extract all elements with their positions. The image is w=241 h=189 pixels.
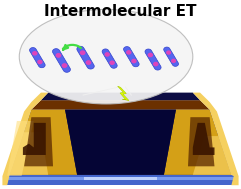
Polygon shape [188,117,214,166]
Polygon shape [124,47,139,67]
Circle shape [154,63,158,66]
Polygon shape [7,121,34,176]
Polygon shape [10,110,231,175]
Polygon shape [164,47,179,66]
Polygon shape [193,93,239,185]
Polygon shape [10,132,48,175]
Polygon shape [41,93,200,100]
Circle shape [86,61,91,64]
Circle shape [167,51,171,54]
Polygon shape [24,117,53,166]
Circle shape [132,60,136,63]
Circle shape [127,51,131,54]
Polygon shape [65,110,176,175]
Polygon shape [84,177,157,180]
Polygon shape [31,100,210,110]
Polygon shape [193,123,214,155]
Polygon shape [145,49,161,70]
Ellipse shape [19,9,193,104]
Polygon shape [53,49,70,72]
Circle shape [38,60,42,64]
Circle shape [56,54,60,57]
Circle shape [105,53,109,56]
Polygon shape [10,110,77,175]
Text: Intermolecular ET: Intermolecular ET [44,4,197,19]
Circle shape [172,59,175,62]
Circle shape [110,61,114,64]
Circle shape [80,51,85,54]
Polygon shape [7,175,234,185]
Polygon shape [118,86,129,101]
Polygon shape [164,110,231,175]
Polygon shape [2,93,48,185]
Polygon shape [30,48,45,68]
Polygon shape [23,123,46,155]
Polygon shape [102,49,117,68]
Polygon shape [7,177,234,180]
Circle shape [148,53,152,57]
Polygon shape [193,136,231,175]
Circle shape [33,52,37,55]
Polygon shape [77,46,94,69]
Circle shape [62,64,67,67]
